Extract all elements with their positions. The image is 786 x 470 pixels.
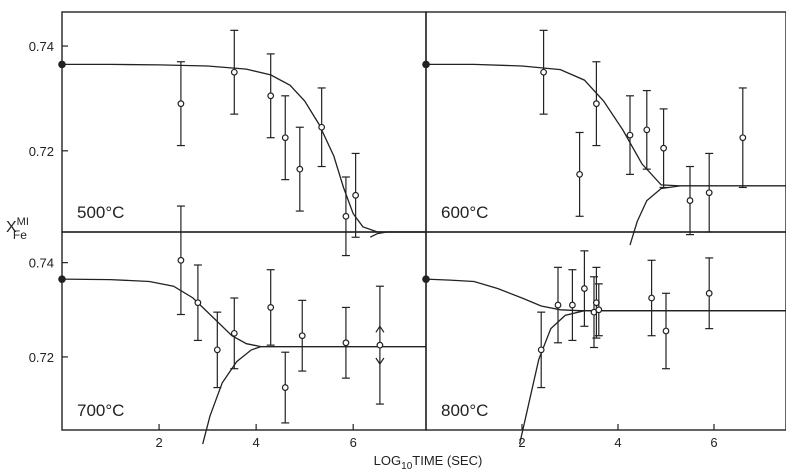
data-point (213, 346, 221, 354)
y-tick-label: 0.74 (29, 256, 54, 271)
panel-frame (61, 11, 427, 233)
data-point (177, 100, 185, 108)
start-point (58, 60, 66, 69)
curve-increasing (629, 185, 786, 246)
data-point (581, 285, 588, 292)
y-tick-label: 0.74 (29, 39, 54, 54)
x-axis-label-main: LOG (374, 453, 401, 468)
data-point (281, 134, 289, 142)
panel-temperature-label: 500°C (77, 203, 124, 222)
start-point (422, 60, 430, 69)
y-axis-label-sub: Fe (13, 228, 27, 242)
y-axis-label-main: X (6, 219, 17, 236)
data-point (705, 189, 713, 197)
data-point (626, 131, 634, 139)
panel-temperature-label: 600°C (441, 203, 488, 222)
y-axis-label: XMI Fe (6, 216, 29, 242)
curve-decreasing (61, 278, 426, 348)
panel-frame (425, 11, 786, 233)
curve-increasing (202, 345, 426, 445)
data-point (576, 170, 583, 178)
x-tick-label: 6 (710, 435, 717, 450)
panel-temperature-label: 800°C (441, 401, 488, 420)
data-point (648, 294, 655, 302)
data-point (540, 68, 547, 76)
data-point (376, 341, 384, 349)
arrow-up-mark (375, 325, 385, 333)
data-point (660, 144, 667, 152)
x-tick-label: 4 (614, 435, 621, 450)
data-point (177, 256, 185, 264)
data-point (281, 384, 289, 391)
y-tick-label: 0.72 (29, 350, 54, 365)
panel-3: 700°C 0.74 0.72 2 4 6 (29, 205, 427, 450)
data-point (739, 134, 747, 142)
curve-increasing (369, 231, 426, 238)
data-point (298, 332, 306, 340)
data-point (267, 92, 275, 100)
data-point (352, 191, 360, 199)
data-point (686, 197, 694, 204)
data-point (662, 327, 670, 335)
data-point (569, 301, 576, 309)
data-point (194, 299, 202, 307)
curve-decreasing (62, 63, 426, 233)
data-point (643, 126, 651, 134)
data-point (593, 100, 600, 108)
start-point (58, 275, 66, 283)
data-point (342, 339, 350, 347)
x-axis-label: LOG10TIME (SEC) (374, 453, 483, 470)
x-tick-label: 2 (518, 435, 525, 450)
arrow-down-mark (375, 357, 385, 366)
data-point (230, 329, 238, 337)
panel-4: 800°C 2 4 6 (422, 231, 786, 450)
panel-2: 600°C (422, 11, 786, 246)
data-point (537, 346, 545, 354)
panel-temperature-label: 700°C (77, 401, 124, 420)
data-point (296, 165, 304, 173)
x-tick-label: 2 (155, 435, 162, 450)
curve-decreasing (426, 63, 786, 187)
data-point (230, 68, 238, 76)
data-point (705, 289, 713, 297)
x-tick-label: 6 (350, 435, 357, 450)
data-point (554, 301, 562, 309)
x-tick-label: 4 (253, 435, 260, 450)
curve-increasing (518, 310, 786, 445)
y-tick-label: 0.72 (29, 144, 54, 159)
panel-1: 500°C 0.74 0.72 (29, 11, 427, 257)
data-point (595, 306, 603, 314)
panel-frame (425, 231, 786, 431)
data-point (342, 212, 350, 220)
x-axis-label-sub: 10 (401, 461, 413, 470)
y-axis-label-sup: MI (17, 216, 29, 228)
x-axis-label-rest: TIME (SEC) (412, 453, 482, 468)
data-point (318, 123, 326, 131)
curve-decreasing (425, 278, 786, 312)
data-point (267, 304, 275, 311)
start-point (422, 275, 430, 283)
